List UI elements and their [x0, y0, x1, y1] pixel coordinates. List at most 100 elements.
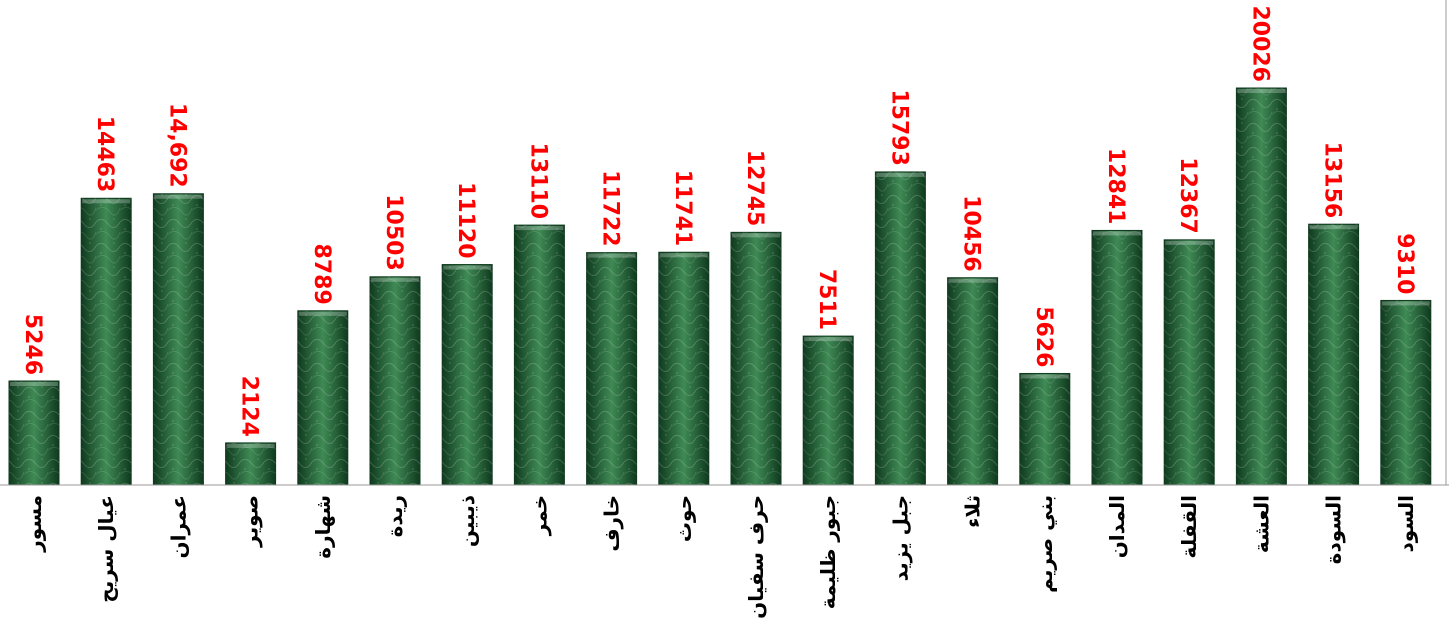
bar: [586, 252, 638, 486]
bar-bevel: [1237, 89, 1286, 93]
category-label: المدان: [1105, 495, 1129, 558]
value-label: 14,692: [164, 103, 189, 188]
bar: [225, 442, 277, 486]
bar: [1235, 87, 1287, 486]
bar: [8, 380, 60, 486]
bar-texture: [153, 193, 204, 485]
bar-bevel: [371, 277, 419, 282]
bar: [947, 277, 999, 486]
value-label: 2124: [237, 376, 262, 437]
value-label: 12841: [1103, 148, 1128, 225]
bars-group: [8, 87, 1432, 486]
bar: [1308, 223, 1360, 486]
bar-texture: [297, 310, 348, 485]
category-label: جبل يزيد: [888, 495, 912, 581]
category-label: خمر: [527, 495, 551, 536]
bar-bevel: [732, 233, 780, 238]
bar-texture: [9, 381, 59, 485]
value-label: 11722: [598, 170, 623, 247]
category-label: ثلاء: [961, 495, 985, 528]
category-label: عمران: [166, 495, 190, 558]
category-label: حرف سفيان: [744, 495, 768, 619]
bar-texture: [1092, 230, 1142, 485]
bar-bevel: [443, 265, 492, 270]
value-label: 10503: [381, 194, 406, 271]
bar: [369, 276, 421, 486]
bar: [1019, 372, 1071, 486]
value-label: 7511: [814, 269, 839, 330]
bar-texture: [731, 232, 781, 485]
category-label: صوير: [239, 495, 263, 548]
category-label: ذيبين: [455, 495, 479, 547]
bar-texture: [514, 225, 565, 485]
bar-bevel: [587, 253, 636, 258]
bar-bevel: [515, 226, 564, 231]
bar-texture: [1019, 373, 1070, 485]
bar-texture: [1236, 88, 1287, 485]
value-label: 12745: [742, 150, 767, 227]
category-label: القفلة: [1177, 495, 1201, 558]
category-label: ريدة: [383, 495, 407, 537]
category-label: بني صريم: [1033, 495, 1058, 593]
category-label: السودة: [1322, 495, 1346, 564]
bar-texture: [81, 198, 132, 486]
bar: [297, 310, 349, 486]
bar-texture: [225, 442, 276, 485]
category-label: جبور ظليمة: [816, 495, 840, 609]
value-label: 13156: [1320, 142, 1345, 219]
bar-bevel: [1381, 301, 1430, 306]
bar-bevel: [1093, 231, 1141, 236]
bar: [1163, 239, 1215, 486]
value-label: 5246: [20, 314, 45, 375]
bar-bevel: [154, 194, 203, 199]
bar: [730, 231, 782, 486]
category-label: شهارة: [311, 495, 335, 559]
bar-texture: [370, 276, 420, 485]
value-label: 13110: [525, 143, 550, 220]
bar-texture: [875, 171, 926, 485]
bar: [513, 224, 565, 486]
bar-bevel: [876, 172, 925, 177]
bar: [658, 251, 710, 486]
value-label: 20026: [1247, 5, 1272, 82]
category-label: مسور: [22, 495, 46, 553]
bar: [802, 335, 854, 486]
bar-bevel: [804, 337, 853, 342]
bar-texture: [442, 264, 493, 485]
value-labels-group: 5246 14463 14,692 2124 8789 10503 11120 13110 11…: [20, 5, 1417, 436]
value-label: 11741: [670, 170, 695, 247]
bar: [80, 197, 132, 486]
bar-texture: [803, 336, 854, 485]
bar-bevel: [1165, 240, 1214, 245]
value-label: 10456: [959, 195, 984, 272]
bar-texture: [586, 252, 637, 485]
value-label: 9310: [1392, 233, 1417, 294]
bar-texture: [1308, 224, 1359, 485]
bar: [441, 264, 493, 486]
bar-bevel: [659, 253, 708, 258]
category-label: عيال سريح: [94, 495, 118, 603]
bar-bevel: [1309, 225, 1358, 230]
bar-bevel: [10, 382, 58, 387]
category-label: السود: [1394, 495, 1418, 553]
value-label: 15793: [886, 89, 911, 166]
value-label: 5626: [1031, 306, 1056, 367]
category-labels-group: مسور عيال سريح عمران صوير شهارة ريدة ذيبين خمر خ…: [22, 495, 1418, 619]
bar: [1380, 299, 1432, 486]
category-label: العشة: [1249, 495, 1273, 553]
bar: [152, 193, 204, 486]
category-label: خارف: [600, 495, 624, 552]
bar-texture: [658, 252, 709, 485]
value-label: 12367: [1175, 157, 1200, 234]
bar-bevel: [298, 311, 347, 316]
bar-texture: [947, 277, 998, 485]
bar-bevel: [226, 443, 275, 448]
bar-texture: [1164, 239, 1215, 485]
bar-bevel: [948, 278, 997, 283]
value-label: 8789: [309, 244, 334, 305]
bar-bevel: [82, 199, 131, 204]
bar: [874, 171, 926, 486]
bar-texture: [1380, 300, 1431, 485]
value-label: 11120: [453, 182, 478, 259]
